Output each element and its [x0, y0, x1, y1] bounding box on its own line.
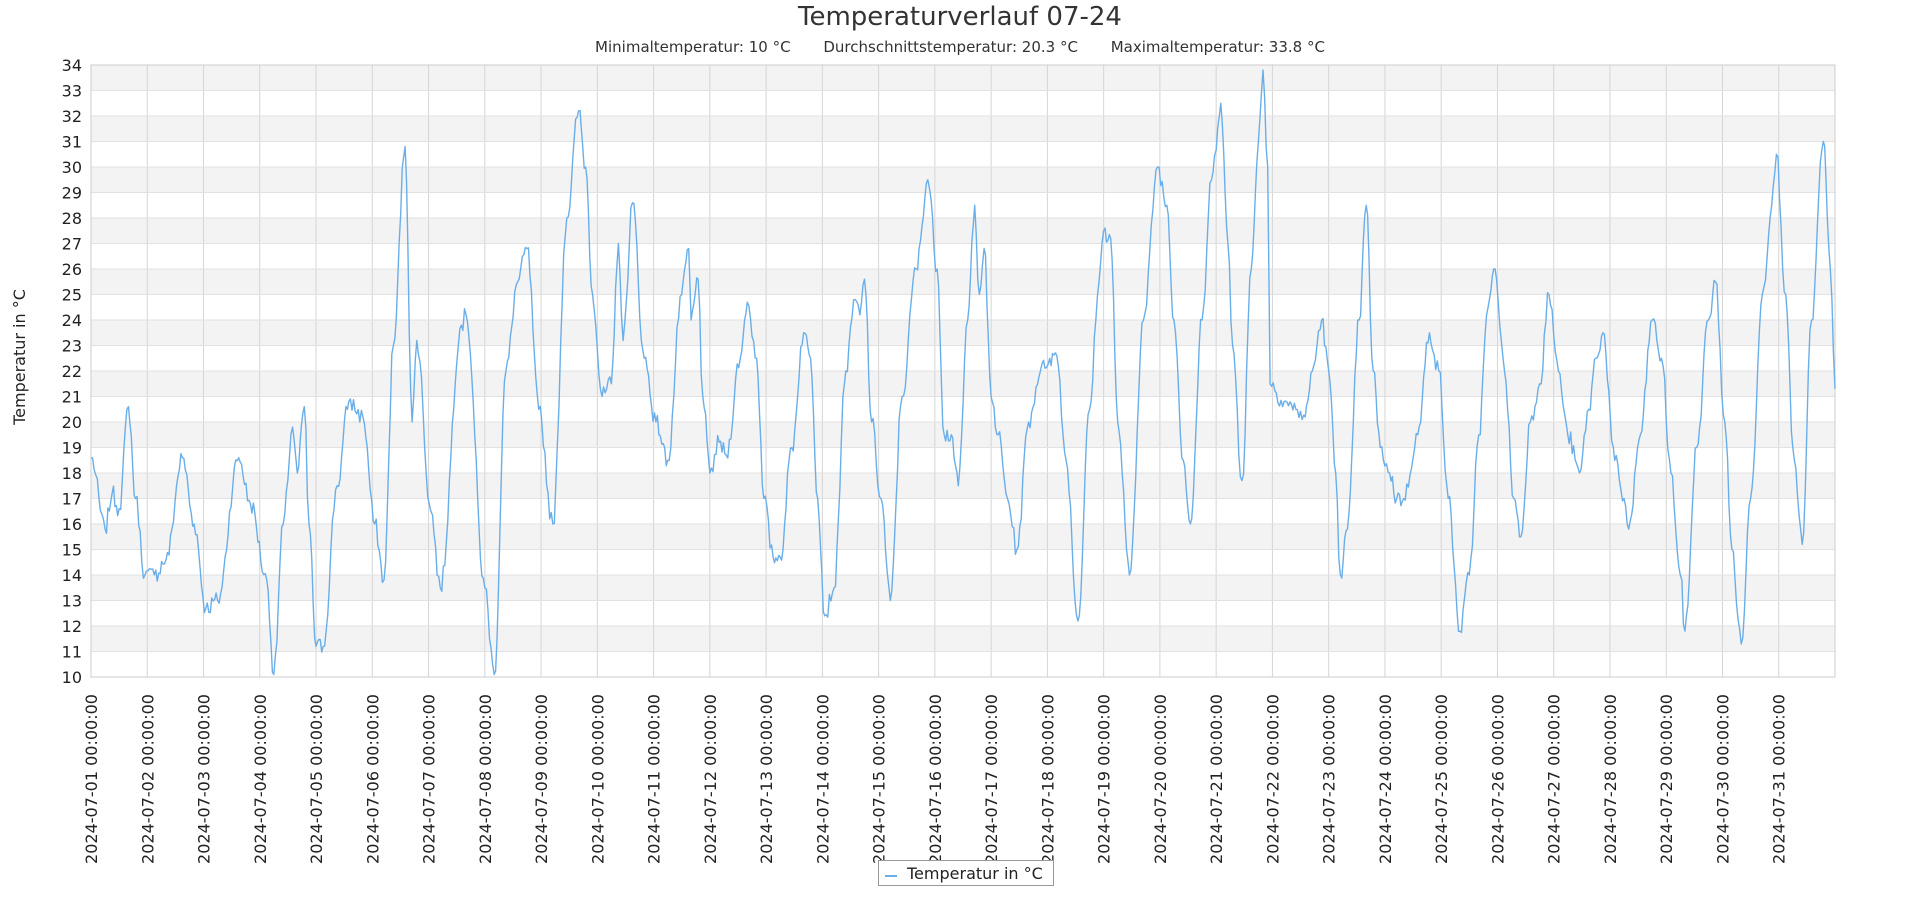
x-tick-label: 2024-07-03 00:00:00 — [195, 694, 214, 864]
min-temperature-label: Minimaltemperatur: 10 °C — [595, 38, 791, 56]
x-tick-label: 2024-07-22 00:00:00 — [1263, 694, 1282, 864]
y-tick-label: 12 — [62, 617, 82, 636]
y-tick-label: 25 — [62, 286, 82, 305]
x-tick-label: 2024-07-29 00:00:00 — [1657, 694, 1676, 864]
grid-band — [91, 575, 1835, 601]
chart-title: Temperaturverlauf 07-24 — [798, 2, 1122, 32]
x-tick-label: 2024-07-30 00:00:00 — [1713, 694, 1732, 864]
grid-bands — [91, 65, 1835, 652]
y-tick-label: 10 — [62, 668, 82, 687]
grid-band — [91, 116, 1835, 142]
y-tick-labels: 10 11 12 13 14 15 16 17 18 19 20 21 22 23 24 25 26 27 28 29… — [62, 56, 82, 687]
x-tick-label: 2024-07-15 00:00:00 — [870, 694, 889, 864]
x-tick-label: 2024-07-19 00:00:00 — [1095, 694, 1114, 864]
x-tick-label: 2024-07-01 00:00:00 — [82, 694, 101, 864]
y-axis-label: Temperatur in °C — [10, 289, 29, 426]
grid-band — [91, 422, 1835, 448]
series-line-temperatur — [90, 69, 1836, 676]
x-tick-label: 2024-07-14 00:00:00 — [813, 694, 832, 864]
x-tick-label: 2024-07-10 00:00:00 — [588, 694, 607, 864]
grid-band — [91, 218, 1835, 244]
x-tick-label: 2024-07-13 00:00:00 — [757, 694, 776, 864]
x-tick-label: 2024-07-11 00:00:00 — [645, 694, 664, 864]
grid-band — [91, 626, 1835, 652]
x-tick-label: 2024-07-27 00:00:00 — [1545, 694, 1564, 864]
x-tick-label: 2024-07-06 00:00:00 — [363, 694, 382, 864]
x-tick-label: 2024-07-02 00:00:00 — [138, 694, 157, 864]
y-tick-label: 23 — [62, 337, 82, 356]
y-tick-label: 16 — [62, 515, 82, 534]
y-tick-label: 31 — [62, 133, 82, 152]
y-tick-label: 21 — [62, 388, 82, 407]
y-tick-label: 34 — [62, 56, 82, 75]
x-tick-label: 2024-07-23 00:00:00 — [1320, 694, 1339, 864]
x-tick-label: 2024-07-12 00:00:00 — [701, 694, 720, 864]
y-tick-label: 18 — [62, 464, 82, 483]
grid-band — [91, 524, 1835, 550]
avg-temperature-label: Durchschnittstemperatur: 20.3 °C — [823, 38, 1078, 56]
y-tick-label: 13 — [62, 592, 82, 611]
max-temperature-label: Maximaltemperatur: 33.8 °C — [1110, 38, 1325, 56]
y-tick-label: 33 — [62, 82, 82, 101]
y-tick-label: 28 — [62, 209, 82, 228]
y-tick-label: 26 — [62, 260, 82, 279]
chart-subtitle: Minimaltemperatur: 10 °C Durchschnittste… — [0, 38, 1920, 56]
legend-label: Temperatur in °C — [907, 863, 1043, 883]
y-tick-label: 17 — [62, 490, 82, 509]
x-tick-label: 2024-07-24 00:00:00 — [1376, 694, 1395, 864]
x-tick-label: 2024-07-20 00:00:00 — [1151, 694, 1170, 864]
y-tick-label: 29 — [62, 184, 82, 203]
y-tick-label: 27 — [62, 235, 82, 254]
y-tick-label: 32 — [62, 107, 82, 126]
x-tick-label: 2024-07-04 00:00:00 — [251, 694, 270, 864]
x-tick-labels: 2024-07-01 00:00:00 2024-07-02 00:00:00 20… — [82, 694, 1789, 864]
y-tick-label: 14 — [62, 566, 82, 585]
y-tick-label: 19 — [62, 439, 82, 458]
x-tick-label: 2024-07-21 00:00:00 — [1207, 694, 1226, 864]
x-tick-label: 2024-07-17 00:00:00 — [982, 694, 1001, 864]
y-tick-label: 24 — [62, 311, 82, 330]
x-tick-label: 2024-07-05 00:00:00 — [307, 694, 326, 864]
y-tick-label: 11 — [62, 643, 82, 662]
x-tick-label: 2024-07-26 00:00:00 — [1488, 694, 1507, 864]
grid-band — [91, 320, 1835, 346]
x-tick-label: 2024-07-28 00:00:00 — [1601, 694, 1620, 864]
y-tick-label: 22 — [62, 362, 82, 381]
x-tick-label: 2024-07-08 00:00:00 — [476, 694, 495, 864]
horizontal-gridlines — [91, 64, 1835, 678]
grid-band — [91, 167, 1835, 193]
y-tick-label: 20 — [62, 413, 82, 432]
grid-band — [91, 269, 1835, 295]
x-tick-label: 2024-07-25 00:00:00 — [1432, 694, 1451, 864]
legend-swatch — [885, 875, 897, 877]
x-tick-label: 2024-07-31 00:00:00 — [1770, 694, 1789, 864]
x-tick-label: 2024-07-16 00:00:00 — [926, 694, 945, 864]
x-tick-label: 2024-07-07 00:00:00 — [420, 694, 439, 864]
x-tick-label: 2024-07-09 00:00:00 — [532, 694, 551, 864]
x-tick-label: 2024-07-18 00:00:00 — [1038, 694, 1057, 864]
y-tick-label: 30 — [62, 158, 82, 177]
grid-band — [91, 473, 1835, 499]
legend[interactable]: Temperatur in °C — [878, 860, 1054, 886]
y-tick-label: 15 — [62, 541, 82, 560]
grid-band — [91, 65, 1835, 91]
plot-border — [90, 64, 1836, 678]
